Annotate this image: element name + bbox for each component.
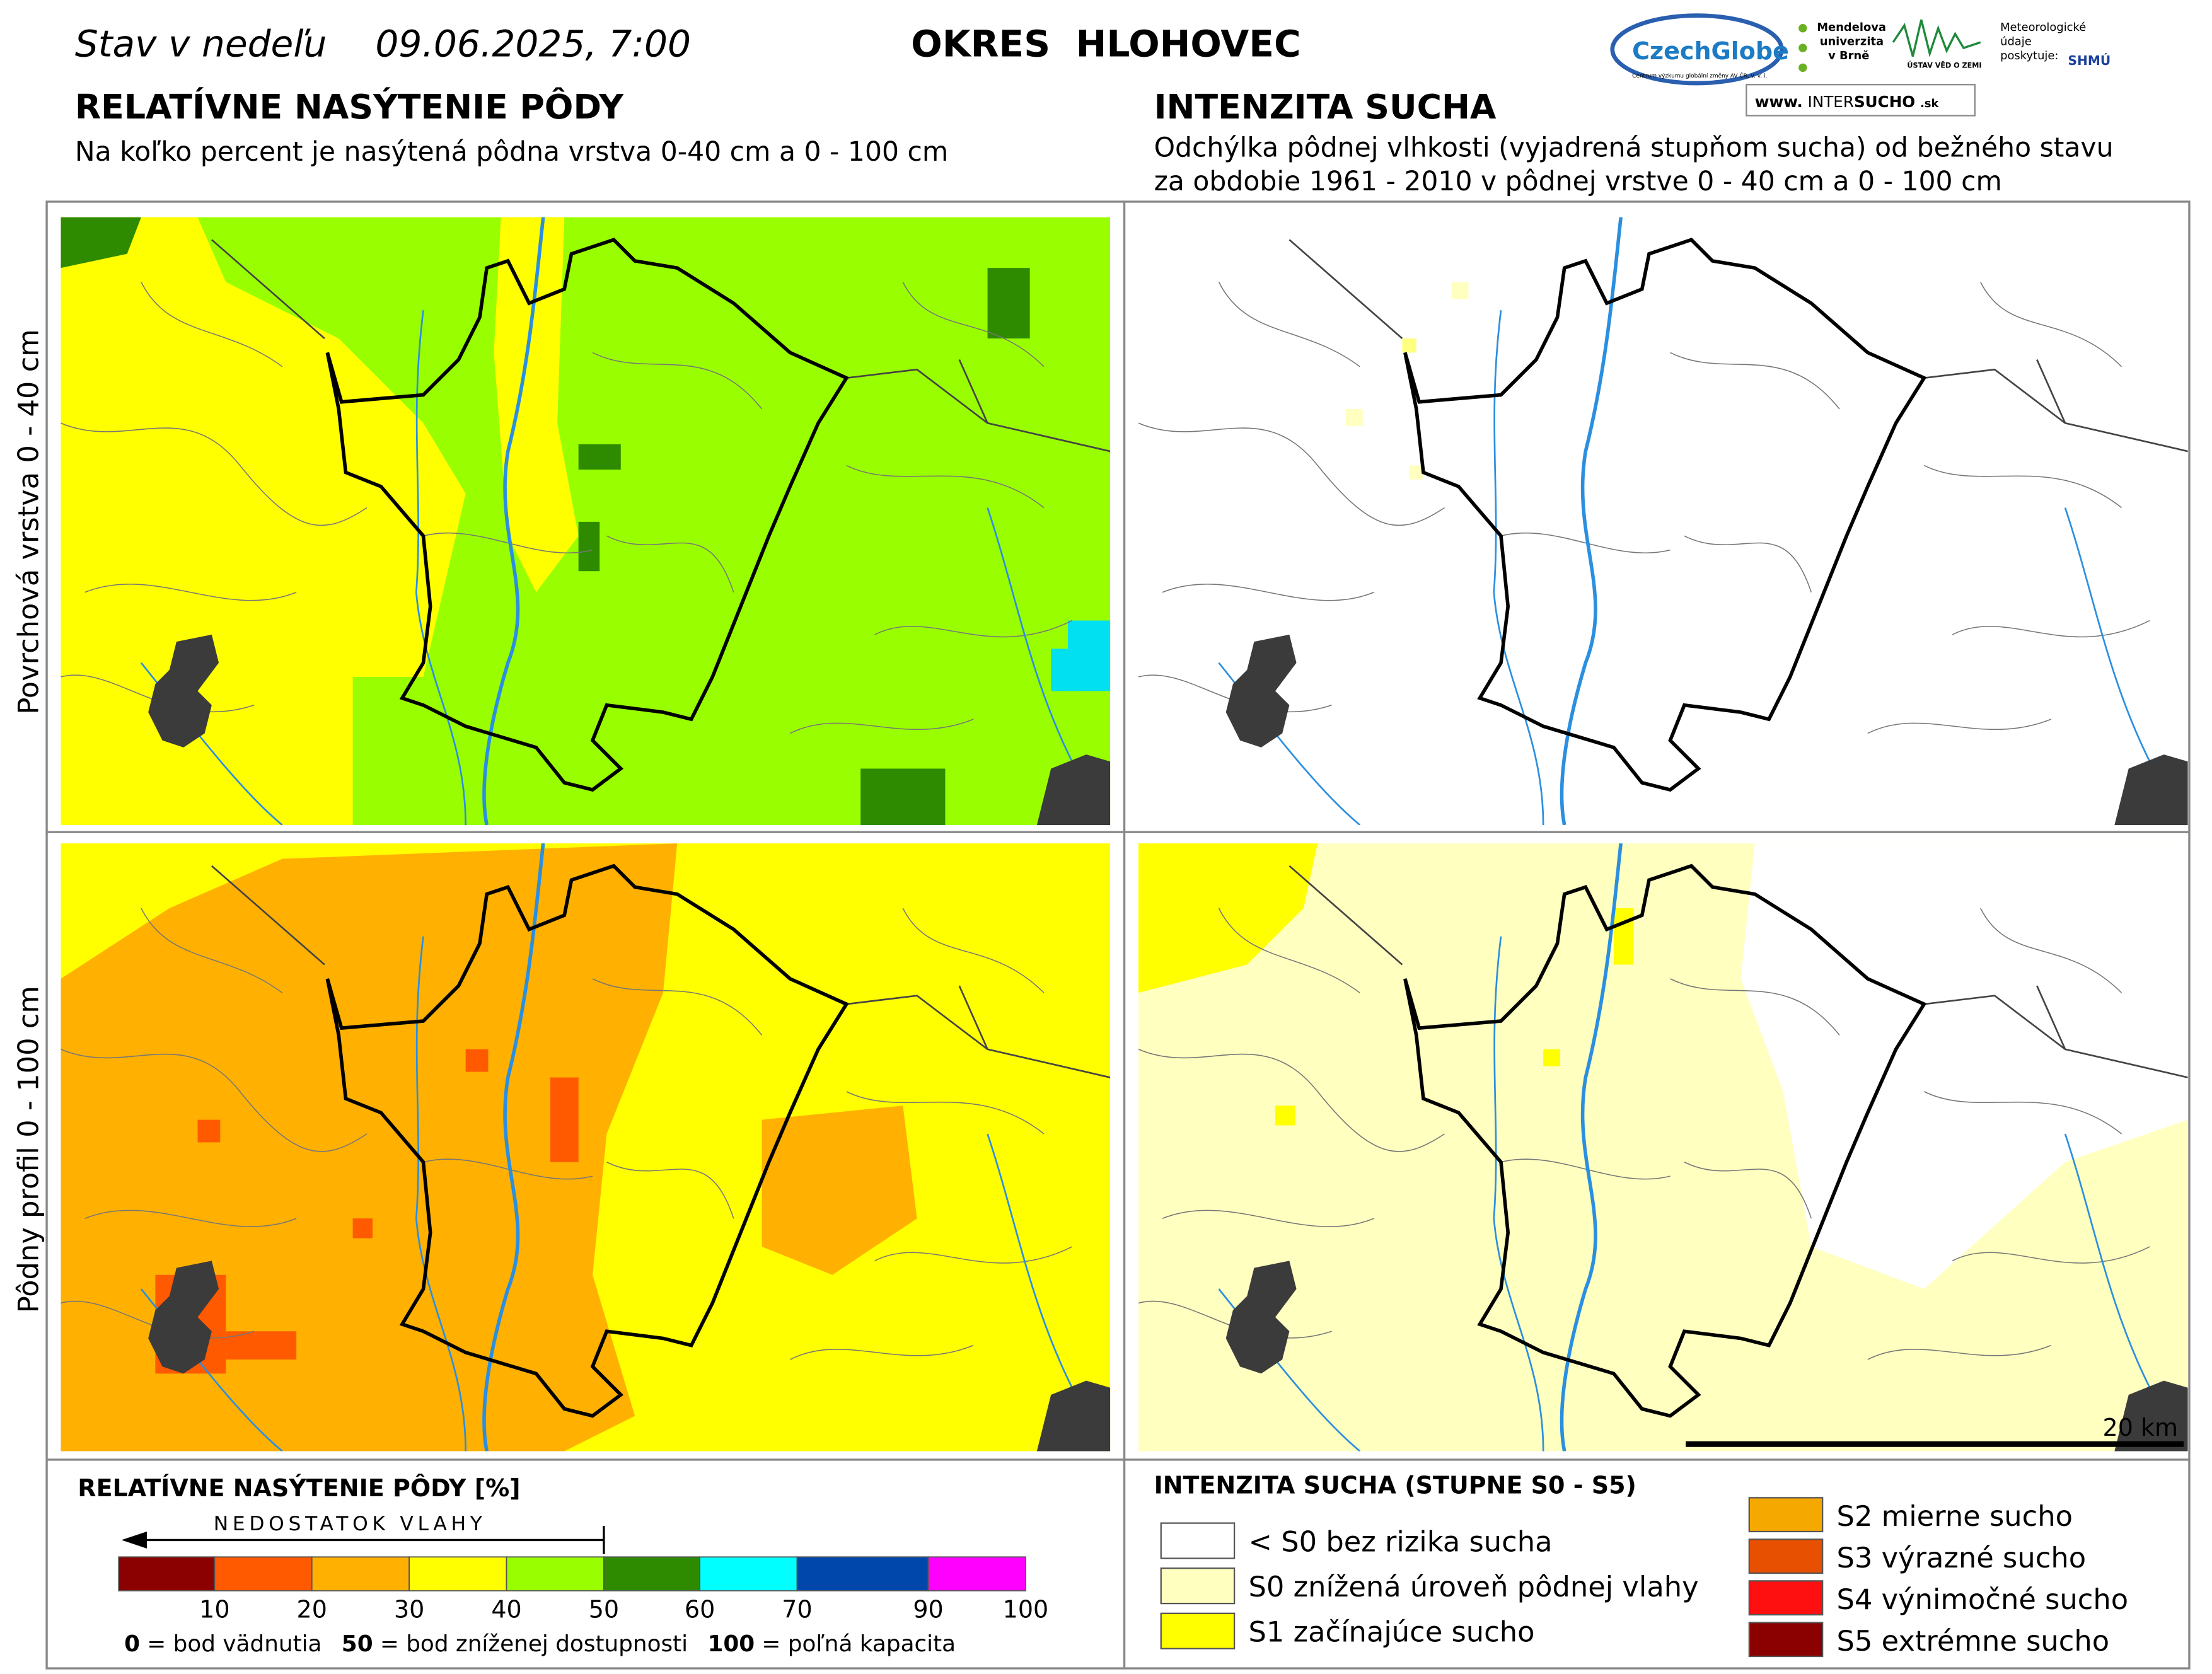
legend-swatch [1160,1522,1236,1559]
legend-right-title: INTENZITA SUCHA (STUPNE S0 - S5) [1154,1472,1636,1499]
colorbar-segment [214,1556,313,1591]
legend-label: S3 výrazné sucho [1837,1541,2087,1574]
left-subtitle: Na koľko percent je nasýtená pôdna vrstv… [75,137,948,168]
legend-label: < S0 bez rizika sucha [1248,1525,1552,1558]
note-text: = bod vädnutia [147,1631,321,1657]
colorbar-tick-label: 100 [1003,1595,1049,1623]
right-subtitle: Odchýlka pôdnej vlhkosti (vyjadrená stup… [1154,132,2114,163]
legend-label: S2 mierne sucho [1837,1499,2073,1533]
map-drought-surface [1138,217,2188,825]
logo-ring [1610,13,1784,86]
district: OKRES HLOHOVEC [911,23,1300,66]
legend-right: < S0 bez rizika sucha S0 znížená úroveň p… [1160,1497,2129,1658]
legend-left-title: RELATÍVNE NASÝTENIE PÔDY [%] [78,1474,520,1502]
colorbar-segment [927,1556,1026,1591]
logo-text: univerzita [1820,35,1884,49]
map-drought-profile [1138,843,2188,1452]
arrow-label: NEDOSTATOK VLAHY [214,1513,487,1535]
note-value: 50 [342,1631,373,1657]
legend-label: S0 znížená úroveň pôdnej vlahy [1248,1570,1698,1603]
map-saturation-profile [61,843,1111,1452]
right-subtitle: za obdobie 1961 - 2010 v pôdnej vrstve 0… [1154,166,2002,197]
logo-text: Centrum výzkumu globální změny AV ČR, v.… [1632,72,1767,79]
colorbar-tick-label: 60 [685,1595,715,1623]
row-label: Povrchová vrstva 0 - 40 cm [12,329,45,714]
logos: CzechGlobe Centrum výzkumu globální změn… [1610,13,2111,117]
colorbar-segment [506,1556,605,1591]
logo-text: v Brně [1828,49,1869,62]
map-saturation-surface [61,217,1111,825]
logo-text: poskytuje: [2000,49,2058,62]
colorbar-tick-label: 20 [297,1595,327,1623]
logo-text: www. INTERSUCHO .sk [1755,93,1940,111]
legend-swatch [1748,1538,1824,1574]
legend-swatch [1748,1622,1824,1658]
colorbar-segment [118,1556,216,1591]
logo-text: ÚSTAV VĚD O ZEMI [1907,61,1981,69]
colorbar-segment [796,1556,929,1591]
legend-label: S4 výnimočné sucho [1837,1583,2129,1616]
arrow-head [121,1532,147,1549]
row-label: Pôdny profil 0 - 100 cm [12,986,45,1313]
legend-label: S5 extrémne sucho [1837,1624,2110,1658]
note-value: 0 [124,1631,140,1657]
date: 09.06.2025, 7:00 [375,23,691,66]
logo-text: SHMÚ [2068,53,2111,68]
colorbar-segment [408,1556,507,1591]
colorbar-segment [311,1556,410,1591]
colorbar-tick-label: 30 [394,1595,424,1623]
frame [45,200,2191,1670]
colorbar-segment [603,1556,700,1591]
date-prefix: Stav v nedeľu [75,23,327,66]
note-text: = bod zníženej dostupnosti [380,1631,688,1657]
scale-label: 20 km [2103,1414,2179,1441]
colorbar-tick-label: 40 [491,1595,521,1623]
right-title: INTENZITA SUCHA [1154,87,1497,127]
logo-text: údaje [2000,35,2032,49]
logo-box [1746,84,1976,117]
legend-label: S1 začínajúce sucho [1248,1615,1534,1649]
legend-swatch [1748,1497,1824,1533]
left-title: RELATÍVNE NASÝTENIE PÔDY [75,87,624,127]
colorbar-tick-label: 50 [589,1595,619,1623]
logo-text: Meteorologické [2000,21,2086,34]
colorbar-tick-label: 10 [199,1595,229,1623]
logo-text: Mendelova [1817,21,1886,34]
logo-text: CzechGlobe [1632,37,1789,65]
colorbar-tick-label: 70 [782,1595,812,1623]
legend-swatch [1160,1567,1236,1605]
legend-notes: 0 = bod vädnutia 50 = bod zníženej dostupno… [124,1631,956,1657]
colorbar: 10 20 30 40 50 60 70 90 100 [118,1556,1049,1623]
note-value: 100 [707,1631,755,1657]
colorbar-segment [699,1556,798,1591]
legend-swatch [1748,1580,1824,1616]
colorbar-tick-label: 90 [913,1595,943,1623]
note-text: = poľná kapacita [761,1631,956,1657]
legend-swatch [1160,1612,1236,1649]
